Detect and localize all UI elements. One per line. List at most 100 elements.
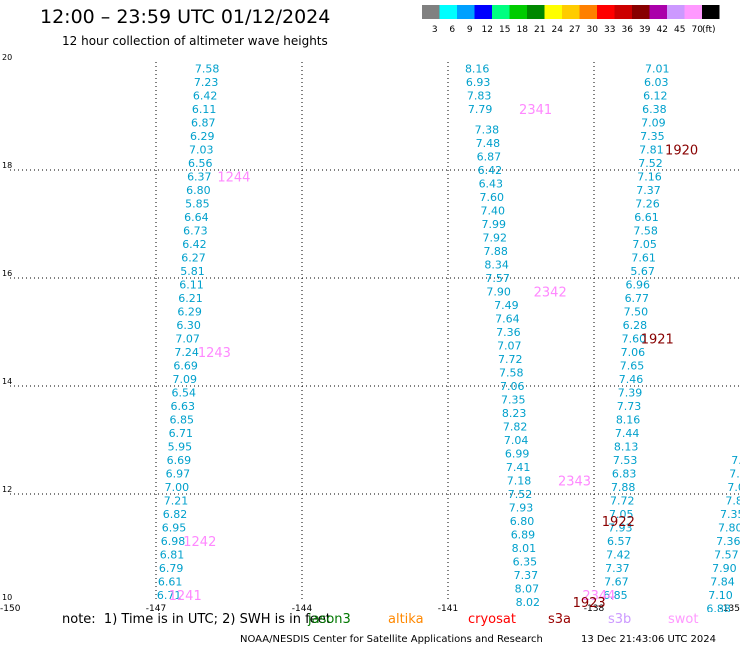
wave-height-value: 7.92 — [482, 232, 507, 245]
wave-height-value: 7.21 — [164, 494, 189, 507]
wave-height-value: 6.64 — [184, 211, 209, 224]
wave-height-value: 6.97 — [166, 467, 191, 480]
wave-height-value: 7.03 — [189, 143, 214, 156]
wave-height-value: 7.52 — [508, 488, 533, 501]
wave-height-value: 6.80 — [186, 184, 211, 197]
wave-height-value: 7.35 — [720, 508, 740, 521]
x-tick-label: -150 — [0, 604, 21, 612]
wave-height-value: 7.09 — [641, 116, 666, 129]
wave-height-value: 6.87 — [477, 151, 502, 164]
wave-height-value: 7.83 — [467, 89, 492, 102]
wave-height-value: 6.11 — [192, 103, 217, 116]
legend-swatch — [544, 5, 562, 19]
wave-height-value: 7.58 — [195, 62, 220, 75]
wave-height-value: 6.80 — [510, 515, 535, 528]
wave-height-value: 7.73 — [617, 400, 642, 413]
legend-bin-label: 3 — [432, 25, 438, 35]
wave-height-value: 7.72 — [498, 353, 523, 366]
wave-height-value: 7.42 — [606, 548, 631, 561]
legend-swatch — [649, 5, 667, 19]
wave-height-value: 7.52 — [638, 157, 663, 170]
wave-height-value: 6.03 — [644, 76, 669, 89]
wave-height-value: 7.46 — [619, 373, 644, 386]
wave-height-value: 6.85 — [170, 413, 195, 426]
pass-number-label: 2342 — [534, 286, 567, 301]
x-tick-label: -135 — [720, 604, 740, 612]
legend-bin-label: 36 — [622, 25, 634, 35]
legend-bin-label: 6 — [449, 25, 455, 35]
wave-height-value: 7.93 — [509, 502, 534, 515]
wave-height-value: 7.93 — [608, 521, 633, 534]
wave-height-value: 7.35 — [501, 394, 526, 407]
wave-height-value: 7.82 — [503, 421, 528, 434]
pass-number-label: 1243 — [198, 346, 231, 361]
wave-height-value: 7.10 — [708, 589, 733, 602]
legend-bin-label: 12 — [482, 25, 493, 35]
wave-height-value: 6.93 — [466, 76, 491, 89]
page-title: 12:00 – 23:59 UTC 01/12/2024 — [40, 6, 331, 28]
satellite-label-s3b: s3b — [608, 612, 632, 627]
x-tick-label: -141 — [438, 604, 458, 612]
wave-height-value: 7.39 — [618, 386, 643, 399]
satellite-label-jason3: jason3 — [308, 612, 351, 627]
wave-height-value: 7.37 — [636, 184, 661, 197]
legend-swatch — [667, 5, 685, 19]
wave-height-value: 7.79 — [468, 103, 493, 116]
wave-height-value: 6.61 — [634, 211, 659, 224]
wave-height-value: 7.49 — [494, 299, 519, 312]
wave-height-value: 7.06 — [621, 346, 646, 359]
wave-height-value: 6.38 — [642, 103, 667, 116]
wave-height-value: 6.87 — [191, 116, 216, 129]
wave-height-value: 7.50 — [624, 305, 649, 318]
wave-height-value: 7.60 — [622, 332, 647, 345]
wave-height-value: 6.82 — [163, 508, 188, 521]
wave-height-value: 7.65 — [620, 359, 645, 372]
wave-height-value: 8.07 — [515, 583, 540, 596]
pass-number-label: 2343 — [558, 475, 591, 490]
wave-height-value: 7.40 — [481, 205, 506, 218]
legend-swatch — [527, 5, 545, 19]
wave-height-value: 6.54 — [171, 386, 196, 399]
legend-swatch — [684, 5, 702, 19]
wave-height-value: 6.29 — [190, 130, 215, 143]
wave-height-value: 7.90 — [712, 562, 737, 575]
wave-height-value: 7.80 — [718, 521, 740, 534]
wave-height-value: 6.43 — [479, 178, 504, 191]
wave-height-value: 7.99 — [481, 218, 506, 231]
wave-height-value: 6.88 — [706, 602, 731, 612]
pass-number-label: 1922 — [602, 515, 635, 530]
legend-bin-label: 27 — [569, 25, 580, 35]
wave-height-value: 7.57 — [714, 548, 739, 561]
pass-number-label: 1920 — [665, 143, 698, 158]
legend-bin-label: 18 — [517, 25, 529, 35]
wave-height-value: 8.02 — [516, 596, 541, 609]
wave-height-value: 6.73 — [183, 224, 208, 237]
wave-height-value: 7.07 — [175, 332, 200, 345]
wave-height-value: 7.35 — [640, 130, 665, 143]
wave-height-value: 7.00 — [165, 481, 190, 494]
wave-height-value: 7.84 — [710, 575, 735, 588]
wave-height-value: 7.8 — [731, 454, 740, 467]
wave-height-value: 7.05 — [609, 508, 634, 521]
legend-swatch — [509, 5, 527, 19]
x-tick-label: -144 — [292, 604, 313, 612]
wave-height-value: 8.01 — [512, 542, 537, 555]
wave-height-value: 6.96 — [626, 278, 651, 291]
wave-height-value: 6.11 — [179, 278, 204, 291]
wave-height-value: 7.24 — [174, 346, 199, 359]
wave-height-value: 6.77 — [625, 292, 650, 305]
wave-height-value: 7.18 — [507, 475, 532, 488]
wave-height-value: 7.44 — [615, 427, 640, 440]
wave-height-value: 5.81 — [180, 265, 205, 278]
wave-height-value: 7.16 — [637, 170, 662, 183]
legend-bin-label: 70 — [692, 25, 704, 35]
legend-bin-label: 33 — [604, 25, 615, 35]
wave-height-value: 7.8 — [725, 494, 740, 507]
wave-height-value: 6.71 — [157, 589, 182, 602]
credit-text: NOAA/NESDIS Center for Satellite Applica… — [240, 634, 543, 645]
wave-height-value: 6.79 — [159, 562, 184, 575]
x-tick-label: -147 — [146, 604, 166, 612]
wave-height-value: 6.83 — [612, 467, 637, 480]
legend-swatch — [614, 5, 632, 19]
wave-height-value: 6.35 — [513, 556, 538, 569]
